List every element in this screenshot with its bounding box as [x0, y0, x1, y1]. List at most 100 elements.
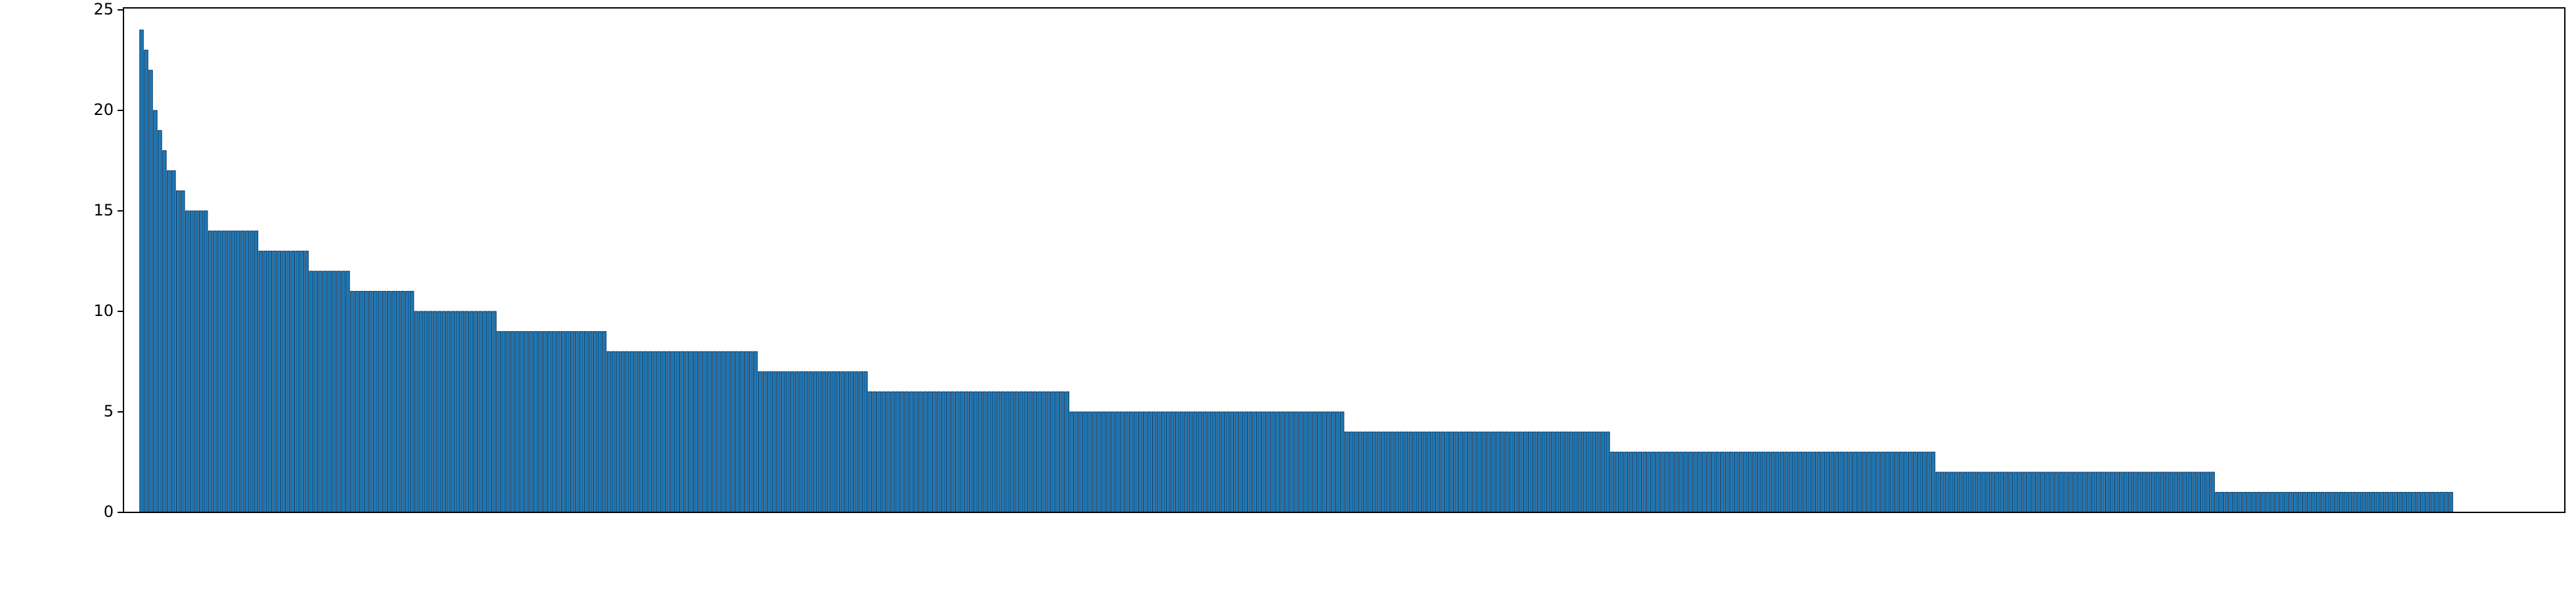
bar — [1779, 451, 1785, 513]
bar — [1477, 432, 1482, 513]
bar — [2132, 472, 2137, 513]
bar — [1903, 451, 1908, 513]
bar — [2421, 491, 2426, 513]
bar — [1243, 411, 1249, 513]
bar — [189, 210, 194, 513]
bar — [418, 311, 424, 513]
bar — [1830, 451, 1835, 513]
bar — [2324, 491, 2330, 513]
bar — [579, 331, 584, 513]
bar — [244, 231, 250, 513]
bar — [2357, 491, 2362, 513]
bar — [1624, 451, 1629, 513]
bar — [1761, 451, 1766, 513]
bar — [1559, 432, 1565, 513]
bar — [474, 311, 479, 513]
bar — [148, 70, 153, 513]
bar — [2315, 491, 2321, 513]
bar — [1821, 451, 1826, 513]
bar — [1862, 451, 1867, 513]
bar — [1335, 411, 1340, 513]
bar — [2160, 472, 2165, 513]
bar — [1404, 432, 1409, 513]
bar — [1339, 411, 1344, 513]
bar — [849, 371, 855, 513]
bar — [1023, 391, 1029, 513]
bar — [158, 130, 162, 513]
bar — [826, 371, 832, 513]
bar — [638, 351, 644, 513]
bar — [198, 210, 204, 513]
bar — [1880, 451, 1885, 513]
bar — [785, 371, 790, 513]
bar — [671, 351, 676, 513]
bar — [845, 371, 850, 513]
bar — [1825, 451, 1831, 513]
bar — [799, 371, 804, 513]
bar — [2224, 491, 2229, 513]
bar — [1788, 451, 1794, 513]
bar — [881, 391, 886, 513]
bar — [1170, 411, 1175, 513]
bar — [368, 290, 373, 513]
bar — [2068, 472, 2073, 513]
bar — [235, 231, 240, 513]
bar — [803, 371, 809, 513]
bar — [1738, 451, 1743, 513]
bar — [1972, 472, 1977, 513]
bar — [1253, 411, 1258, 513]
bar — [2141, 472, 2146, 513]
bar — [1545, 432, 1551, 513]
bar — [212, 231, 217, 513]
bar — [1867, 451, 1871, 513]
bar — [1582, 432, 1588, 513]
bar — [1876, 451, 1880, 513]
bar — [1111, 411, 1115, 513]
bar — [1239, 411, 1244, 513]
bar — [1619, 451, 1624, 513]
bar — [863, 371, 868, 513]
bar — [1436, 432, 1441, 513]
bar — [1230, 411, 1235, 513]
bar — [1463, 432, 1468, 513]
bar — [569, 331, 575, 513]
bar — [1857, 451, 1862, 513]
bar — [2370, 491, 2376, 513]
bar — [2118, 472, 2123, 513]
bar — [359, 290, 364, 513]
bar — [1976, 472, 1982, 513]
bar — [946, 391, 950, 513]
bar — [2261, 491, 2265, 513]
bar — [1486, 432, 1491, 513]
bar — [1693, 451, 1697, 513]
bar — [1101, 411, 1106, 513]
bar — [2347, 491, 2353, 513]
bar — [1124, 411, 1129, 513]
bar — [1390, 432, 1395, 513]
bar — [1802, 451, 1808, 513]
bar — [332, 271, 336, 513]
bar — [1899, 451, 1903, 513]
bar — [2114, 472, 2119, 513]
bar — [1596, 432, 1601, 513]
bar — [2384, 491, 2389, 513]
bar — [1394, 432, 1400, 513]
bar — [1188, 411, 1193, 513]
bar — [730, 351, 735, 513]
bar — [2064, 472, 2068, 513]
bar — [2247, 491, 2252, 513]
bar — [2077, 472, 2082, 513]
bar — [469, 311, 474, 513]
bar — [2150, 472, 2156, 513]
bar — [900, 391, 904, 513]
bar — [1688, 451, 1693, 513]
bar — [1967, 472, 1972, 513]
bar — [1142, 411, 1147, 513]
bar — [543, 331, 547, 513]
bar — [1532, 432, 1537, 513]
bar — [753, 351, 758, 513]
bar — [794, 371, 799, 513]
bar — [620, 351, 625, 513]
bar — [1844, 451, 1848, 513]
bar — [281, 250, 286, 513]
